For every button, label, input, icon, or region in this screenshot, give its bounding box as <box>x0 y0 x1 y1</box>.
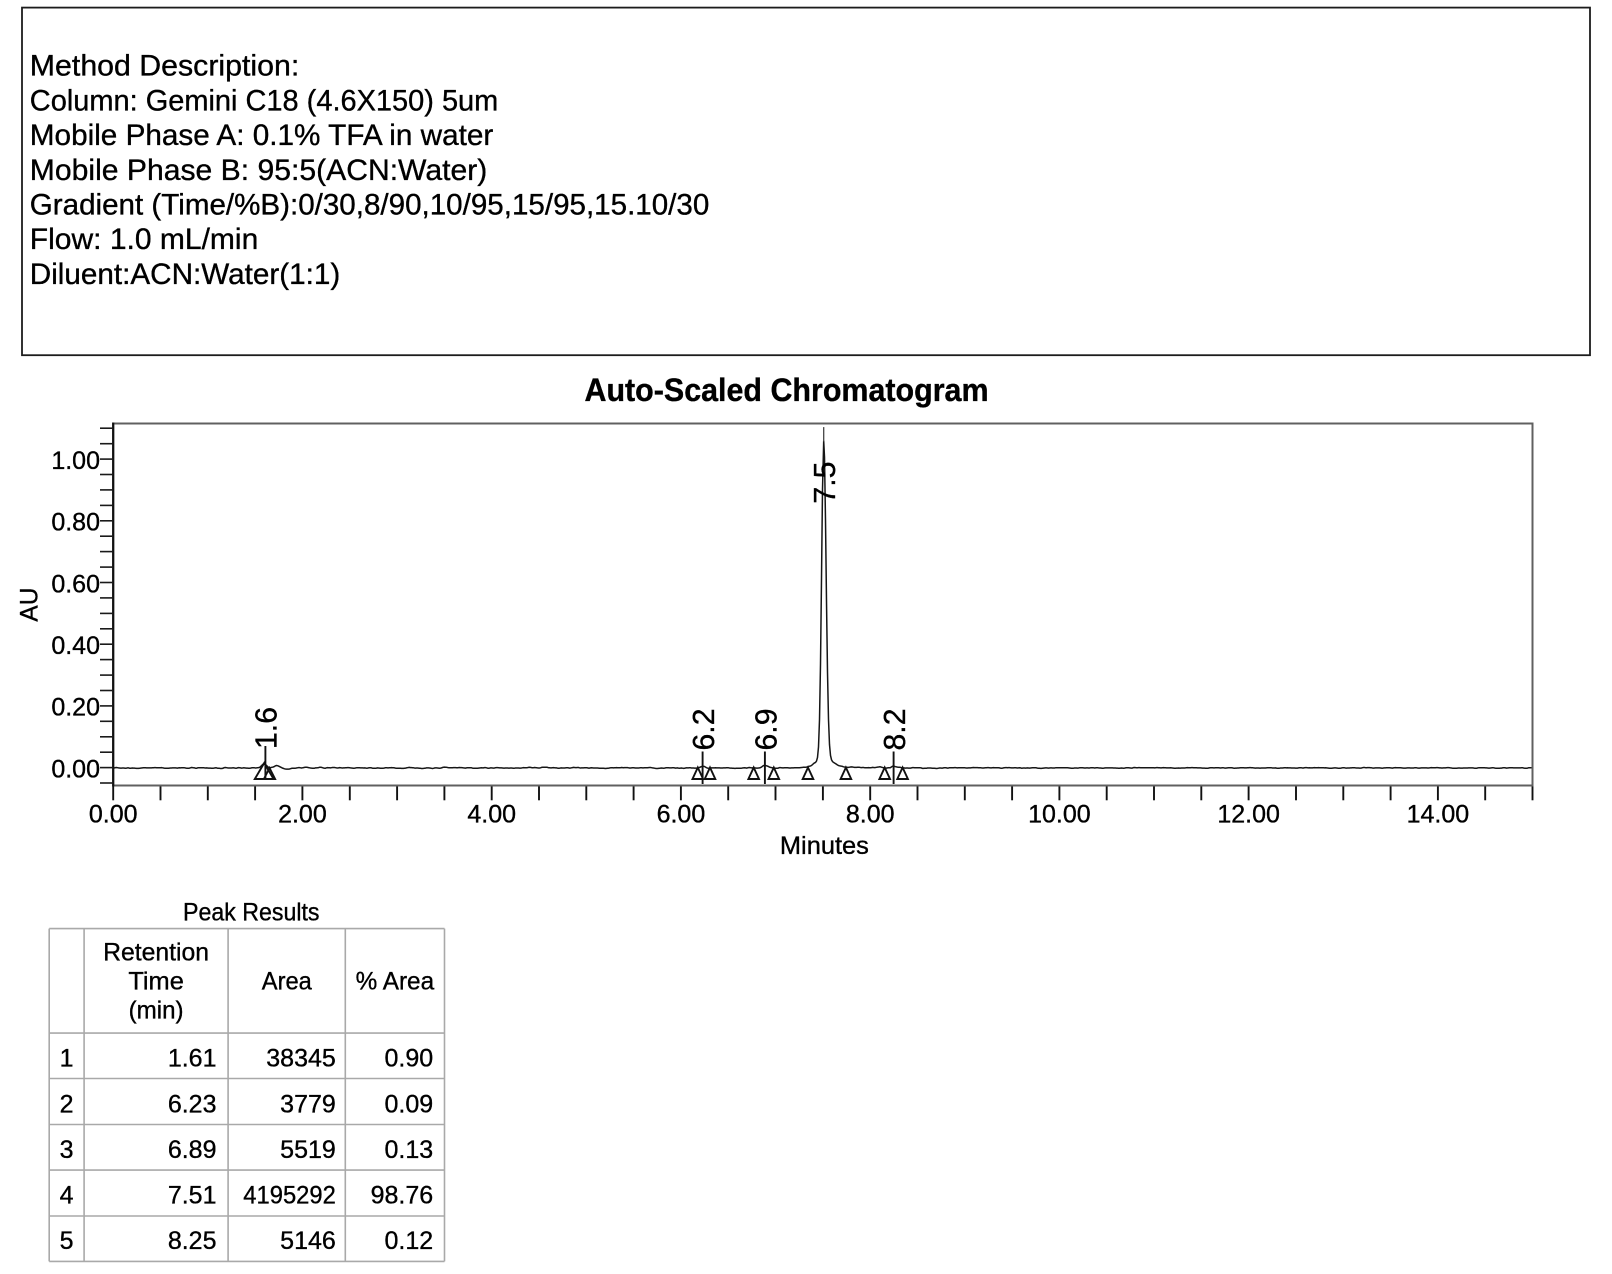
svg-text:6.2: 6.2 <box>686 709 721 751</box>
svg-text:Time: Time <box>128 968 184 996</box>
svg-text:Column: Gemini C18 (4.6X150) 5: Column: Gemini C18 (4.6X150) 5um <box>30 84 499 117</box>
svg-text:2.00: 2.00 <box>278 800 327 828</box>
svg-text:Minutes: Minutes <box>780 832 869 860</box>
svg-text:0.00: 0.00 <box>51 755 100 783</box>
svg-text:3779: 3779 <box>280 1090 336 1118</box>
svg-text:Area: Area <box>262 968 312 996</box>
svg-text:5519: 5519 <box>280 1136 336 1164</box>
svg-text:8.25: 8.25 <box>168 1227 217 1255</box>
svg-text:0.13: 0.13 <box>385 1136 434 1164</box>
svg-text:Flow: 1.0 mL/min: Flow: 1.0 mL/min <box>30 223 258 256</box>
svg-text:0.40: 0.40 <box>51 632 100 660</box>
svg-text:Method Description:: Method Description: <box>30 50 300 83</box>
svg-text:1.61: 1.61 <box>168 1045 217 1073</box>
svg-text:Peak Results: Peak Results <box>183 899 320 927</box>
svg-text:Auto-Scaled Chromatogram: Auto-Scaled Chromatogram <box>585 372 989 408</box>
svg-text:6.9: 6.9 <box>748 709 783 751</box>
svg-text:4: 4 <box>60 1182 74 1210</box>
svg-text:0.12: 0.12 <box>385 1227 434 1255</box>
svg-text:98.76: 98.76 <box>371 1182 434 1210</box>
svg-text:Retention: Retention <box>103 939 209 967</box>
svg-text:6.23: 6.23 <box>168 1090 217 1118</box>
svg-text:Diluent:ACN:Water(1:1): Diluent:ACN:Water(1:1) <box>30 258 341 291</box>
svg-text:0.90: 0.90 <box>385 1045 434 1073</box>
svg-text:14.00: 14.00 <box>1407 800 1470 828</box>
svg-text:1.00: 1.00 <box>51 447 100 475</box>
svg-text:(min): (min) <box>129 997 184 1025</box>
svg-text:38345: 38345 <box>266 1045 336 1073</box>
svg-text:3: 3 <box>60 1136 74 1164</box>
svg-text:2: 2 <box>60 1090 74 1118</box>
svg-text:12.00: 12.00 <box>1217 800 1280 828</box>
svg-text:% Area: % Area <box>356 968 435 996</box>
svg-text:4.00: 4.00 <box>467 800 516 828</box>
svg-text:Mobile Phase B: 95:5(ACN:Water: Mobile Phase B: 95:5(ACN:Water) <box>30 154 488 187</box>
svg-text:8.00: 8.00 <box>846 800 895 828</box>
svg-text:Mobile Phase A: 0.1% TFA in wa: Mobile Phase A: 0.1% TFA in water <box>30 119 494 152</box>
svg-text:1.6: 1.6 <box>249 707 284 749</box>
svg-text:5146: 5146 <box>280 1227 336 1255</box>
svg-text:6.00: 6.00 <box>657 800 706 828</box>
svg-text:AU: AU <box>16 588 44 622</box>
svg-text:0.80: 0.80 <box>51 509 100 537</box>
svg-text:1: 1 <box>60 1045 74 1073</box>
svg-text:8.2: 8.2 <box>877 709 912 751</box>
svg-text:0.20: 0.20 <box>51 694 100 722</box>
svg-text:6.89: 6.89 <box>168 1136 217 1164</box>
svg-text:7.51: 7.51 <box>168 1182 217 1210</box>
svg-text:Gradient (Time/%B):0/30,8/90,1: Gradient (Time/%B):0/30,8/90,10/95,15/95… <box>30 189 710 222</box>
svg-text:4195292: 4195292 <box>243 1182 336 1210</box>
svg-text:0.60: 0.60 <box>51 570 100 598</box>
svg-text:10.00: 10.00 <box>1028 800 1091 828</box>
svg-text:7.5: 7.5 <box>807 462 842 504</box>
svg-text:5: 5 <box>60 1227 74 1255</box>
svg-text:0.00: 0.00 <box>89 800 138 828</box>
svg-text:0.09: 0.09 <box>385 1090 434 1118</box>
